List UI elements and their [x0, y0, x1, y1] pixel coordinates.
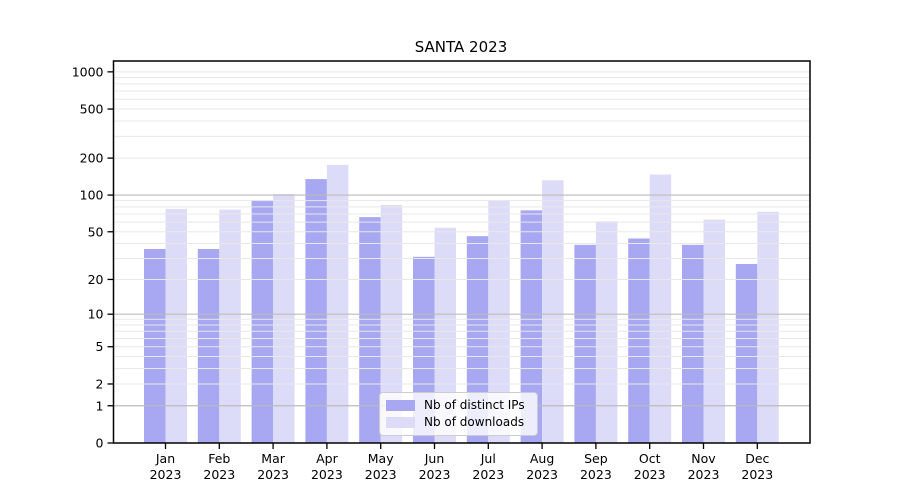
- bar-distinct-ips: [574, 244, 596, 443]
- plot-border: [112, 60, 811, 444]
- y-tick-label: 2: [96, 376, 104, 391]
- y-tick-label: 200: [80, 151, 104, 166]
- bar-downloads: [757, 211, 779, 443]
- bar-distinct-ips: [520, 210, 543, 443]
- bar-downloads: [488, 200, 510, 443]
- x-tick-label: Aug 2023: [526, 451, 558, 482]
- x-tick-label: Mar 2023: [257, 451, 289, 482]
- legend: Nb of distinct IPs Nb of downloads: [379, 392, 538, 436]
- legend-swatch-distinct-ips: [386, 400, 415, 411]
- bar-distinct-ips: [305, 179, 327, 443]
- y-tick-label: 50: [88, 224, 104, 239]
- legend-label: Nb of distinct IPs: [424, 398, 525, 412]
- x-tick-label: Dec 2023: [741, 451, 773, 482]
- x-axis: Jan 2023 Feb 2023 Mar 2023 Apr 2023 May 2023 Jun 20…: [150, 443, 773, 482]
- x-tick-label: Sep 2023: [580, 451, 612, 482]
- bar-downloads: [165, 208, 187, 443]
- legend-item: Nb of distinct IPs: [386, 398, 525, 413]
- legend-swatch-downloads: [386, 417, 415, 428]
- x-tick-label: May 2023: [365, 451, 397, 482]
- bar-distinct-ips: [251, 200, 274, 443]
- y-axis: 0 1 2 5 10 20 50 100 200 500 1000: [72, 64, 114, 451]
- x-tick-label: Jul 2023: [472, 451, 504, 482]
- bar-distinct-ips: [197, 249, 220, 443]
- bar-distinct-ips: [466, 236, 489, 443]
- x-tick-label: Nov 2023: [688, 451, 720, 482]
- y-tick-label: 20: [88, 272, 104, 287]
- y-tick-label: 1000: [72, 64, 104, 79]
- x-tick-label: Oct 2023: [634, 451, 666, 482]
- y-tick-label: 10: [88, 307, 104, 322]
- bar-downloads: [649, 174, 672, 443]
- legend-label: Nb of downloads: [424, 415, 525, 429]
- x-tick-label: Apr 2023: [311, 451, 343, 482]
- y-tick-label: 500: [80, 102, 104, 117]
- y-tick-label: 0: [96, 436, 104, 451]
- y-tick-label: 5: [96, 339, 104, 354]
- bar-downloads: [273, 194, 295, 443]
- x-tick-label: Jun 2023: [419, 451, 451, 482]
- bar-distinct-ips: [359, 217, 381, 443]
- bar-distinct-ips: [735, 263, 758, 443]
- chart-title: SANTA 2023: [415, 38, 507, 56]
- bar-downloads: [542, 180, 564, 443]
- bars-layer: [144, 164, 779, 443]
- legend-item: Nb of downloads: [386, 415, 525, 430]
- gridlines-layer: [113, 71, 810, 407]
- bar-downloads: [434, 227, 456, 443]
- bar-downloads: [219, 209, 241, 443]
- y-tick-label: 1: [96, 398, 104, 413]
- y-tick-label: 100: [80, 188, 104, 203]
- x-tick-label: Jan 2023: [150, 451, 182, 482]
- bar-downloads: [595, 221, 618, 443]
- bar-distinct-ips: [628, 238, 650, 443]
- bar-distinct-ips: [682, 244, 704, 443]
- bar-distinct-ips: [144, 249, 166, 443]
- x-tick-label: Feb 2023: [203, 451, 235, 482]
- bar-downloads: [326, 164, 349, 443]
